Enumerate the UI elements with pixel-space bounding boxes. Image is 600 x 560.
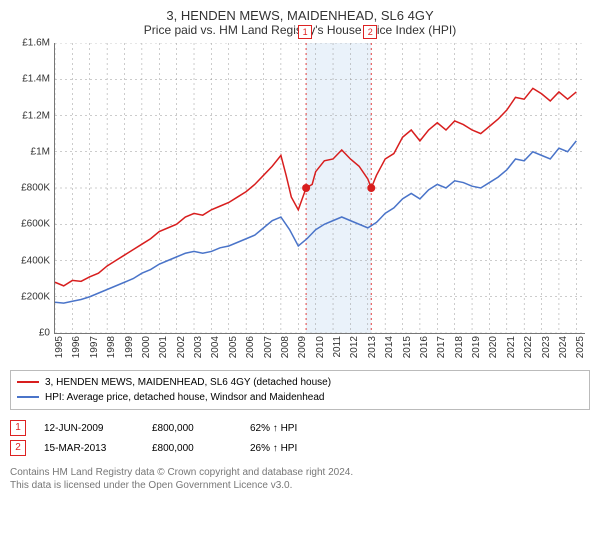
x-tick-label: 2004 <box>210 336 221 358</box>
title-line-1: 3, HENDEN MEWS, MAIDENHEAD, SL6 4GY <box>10 8 590 23</box>
event-delta: 26% ↑ HPI <box>250 443 297 454</box>
x-tick-label: 2016 <box>419 336 430 358</box>
x-tick-label: 2022 <box>523 336 534 358</box>
event-price: £800,000 <box>152 443 232 454</box>
x-tick-label: 2001 <box>158 336 169 358</box>
legend: 3, HENDEN MEWS, MAIDENHEAD, SL6 4GY (det… <box>10 370 590 410</box>
y-tick-label: £0 <box>10 328 50 339</box>
event-delta: 62% ↑ HPI <box>250 423 297 434</box>
footer-copyright: Contains HM Land Registry data © Crown c… <box>10 466 590 479</box>
x-tick-label: 2021 <box>506 336 517 358</box>
x-tick-label: 2002 <box>176 336 187 358</box>
y-tick-label: £800K <box>10 183 50 194</box>
y-tick-label: £1.4M <box>10 74 50 85</box>
event-date: 12-JUN-2009 <box>44 423 134 434</box>
chart-container: 3, HENDEN MEWS, MAIDENHEAD, SL6 4GY Pric… <box>0 0 600 500</box>
x-tick-label: 2023 <box>541 336 552 358</box>
x-tick-label: 2003 <box>193 336 204 358</box>
y-axis: £0£200K£400K£600K£800K£1M£1.2M£1.4M£1.6M <box>10 43 52 333</box>
x-tick-label: 2012 <box>349 336 360 358</box>
y-tick-label: £1M <box>10 146 50 157</box>
chart-area: £0£200K£400K£600K£800K£1M£1.2M£1.4M£1.6M… <box>54 43 584 334</box>
legend-label: 3, HENDEN MEWS, MAIDENHEAD, SL6 4GY (det… <box>45 377 331 388</box>
event-index: 1 <box>10 420 26 436</box>
event-marker-box: 2 <box>363 25 377 39</box>
x-tick-label: 2008 <box>280 336 291 358</box>
x-tick-label: 1998 <box>106 336 117 358</box>
event-date: 15-MAR-2013 <box>44 443 134 454</box>
legend-item-hpi: HPI: Average price, detached house, Wind… <box>17 390 583 405</box>
y-tick-label: £600K <box>10 219 50 230</box>
x-tick-label: 2020 <box>488 336 499 358</box>
x-tick-label: 1999 <box>124 336 135 358</box>
x-tick-label: 2025 <box>575 336 586 358</box>
x-tick-label: 2018 <box>454 336 465 358</box>
y-tick-label: £1.2M <box>10 110 50 121</box>
x-tick-label: 2014 <box>384 336 395 358</box>
x-tick-label: 2017 <box>436 336 447 358</box>
event-markers: 12 <box>54 25 584 41</box>
y-tick-label: £200K <box>10 291 50 302</box>
footer-licence: This data is licensed under the Open Gov… <box>10 479 590 492</box>
legend-item-property: 3, HENDEN MEWS, MAIDENHEAD, SL6 4GY (det… <box>17 375 583 390</box>
event-row: 2 15-MAR-2013 £800,000 26% ↑ HPI <box>10 438 590 458</box>
x-tick-label: 2024 <box>558 336 569 358</box>
x-tick-label: 1996 <box>71 336 82 358</box>
event-marker-box: 1 <box>298 25 312 39</box>
x-tick-label: 2007 <box>263 336 274 358</box>
x-tick-label: 1997 <box>89 336 100 358</box>
legend-swatch <box>17 396 39 398</box>
x-tick-label: 2006 <box>245 336 256 358</box>
legend-swatch <box>17 381 39 383</box>
event-price: £800,000 <box>152 423 232 434</box>
x-axis: 1995 1996 1997 1998 1999 2000 2001 2002 2003 2004… <box>54 334 584 366</box>
x-tick-label: 2010 <box>315 336 326 358</box>
y-tick-label: £400K <box>10 255 50 266</box>
footer: Contains HM Land Registry data © Crown c… <box>10 466 590 492</box>
event-row: 1 12-JUN-2009 £800,000 62% ↑ HPI <box>10 418 590 438</box>
event-index: 2 <box>10 440 26 456</box>
line-chart <box>54 43 585 334</box>
x-tick-label: 2019 <box>471 336 482 358</box>
x-tick-label: 2009 <box>297 336 308 358</box>
events-table: 1 12-JUN-2009 £800,000 62% ↑ HPI 2 15-MA… <box>10 418 590 458</box>
y-tick-label: £1.6M <box>10 38 50 49</box>
legend-label: HPI: Average price, detached house, Wind… <box>45 392 324 403</box>
x-tick-label: 2013 <box>367 336 378 358</box>
x-tick-label: 2015 <box>402 336 413 358</box>
x-tick-label: 2011 <box>332 336 343 358</box>
x-tick-label: 1995 <box>54 336 65 358</box>
x-tick-label: 2005 <box>228 336 239 358</box>
x-tick-label: 2000 <box>141 336 152 358</box>
